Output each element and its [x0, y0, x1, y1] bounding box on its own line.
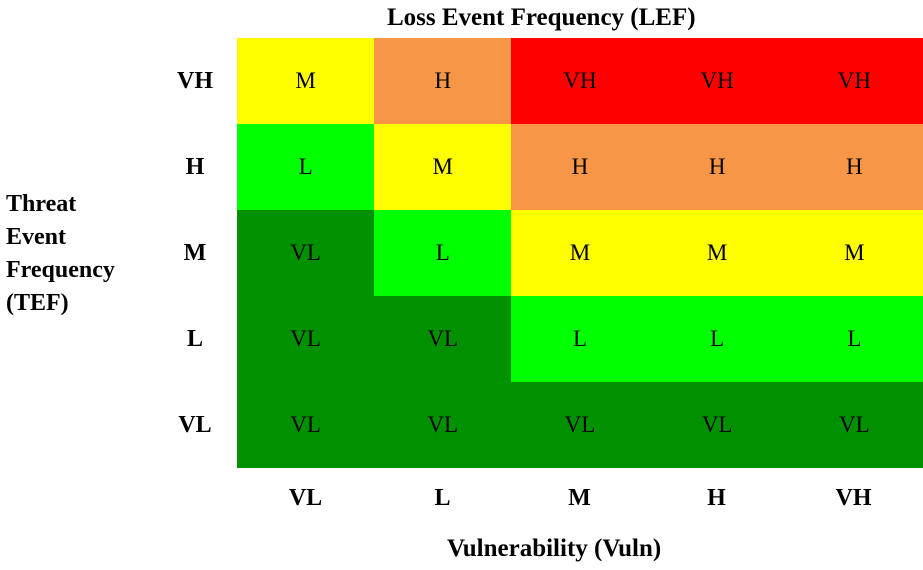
- matrix-cell: H: [785, 124, 923, 210]
- matrix-cell: VL: [374, 296, 512, 382]
- y-axis-title: Threat Event Frequency (TEF): [6, 188, 156, 320]
- matrix-cell: VL: [237, 296, 375, 382]
- y-axis-title-line: Threat: [6, 191, 77, 217]
- col-label-l: L: [434, 484, 451, 511]
- y-axis-title-line: (TEF): [6, 290, 69, 316]
- col-label-vl: VL: [288, 484, 323, 511]
- matrix-cell: L: [237, 124, 375, 210]
- matrix-cell: VH: [511, 38, 649, 124]
- matrix-cell: VL: [374, 382, 512, 468]
- matrix-cell: VL: [648, 382, 786, 468]
- matrix-cell: H: [374, 38, 512, 124]
- col-label-h: H: [707, 484, 726, 511]
- matrix-cell: VH: [785, 38, 923, 124]
- matrix-cell: VL: [511, 382, 649, 468]
- y-axis-title-line: Event: [6, 224, 66, 250]
- matrix-cell: H: [511, 124, 649, 210]
- row-label-vh: VH: [177, 67, 213, 94]
- matrix-cell: VL: [785, 382, 923, 468]
- matrix-cell: M: [511, 210, 649, 296]
- row-label-m: M: [183, 239, 207, 266]
- matrix-cell: M: [237, 38, 375, 124]
- matrix-cell: VL: [237, 210, 375, 296]
- x-axis-title: Vulnerability (Vuln): [447, 535, 662, 562]
- matrix-cell: L: [648, 296, 786, 382]
- chart-title: Loss Event Frequency (LEF): [387, 4, 696, 31]
- matrix-cell: L: [374, 210, 512, 296]
- matrix-cell: H: [648, 124, 786, 210]
- row-label-vl: VL: [178, 411, 212, 438]
- col-label-vh: VH: [835, 484, 872, 511]
- matrix-cell: M: [374, 124, 512, 210]
- matrix-cell: M: [648, 210, 786, 296]
- matrix-cell: M: [785, 210, 923, 296]
- matrix-cell: L: [785, 296, 923, 382]
- matrix-cell: L: [511, 296, 649, 382]
- row-label-h: H: [185, 153, 205, 180]
- row-label-l: L: [186, 325, 203, 352]
- matrix-cell: VH: [648, 38, 786, 124]
- matrix-cell: VL: [237, 382, 375, 468]
- col-label-m: M: [568, 484, 591, 511]
- y-axis-title-line: Frequency: [6, 257, 115, 283]
- risk-matrix-grid: M H VH VH VH L M H H H VL L M M M VL VL L L L VL VL VL VL VL: [237, 38, 923, 468]
